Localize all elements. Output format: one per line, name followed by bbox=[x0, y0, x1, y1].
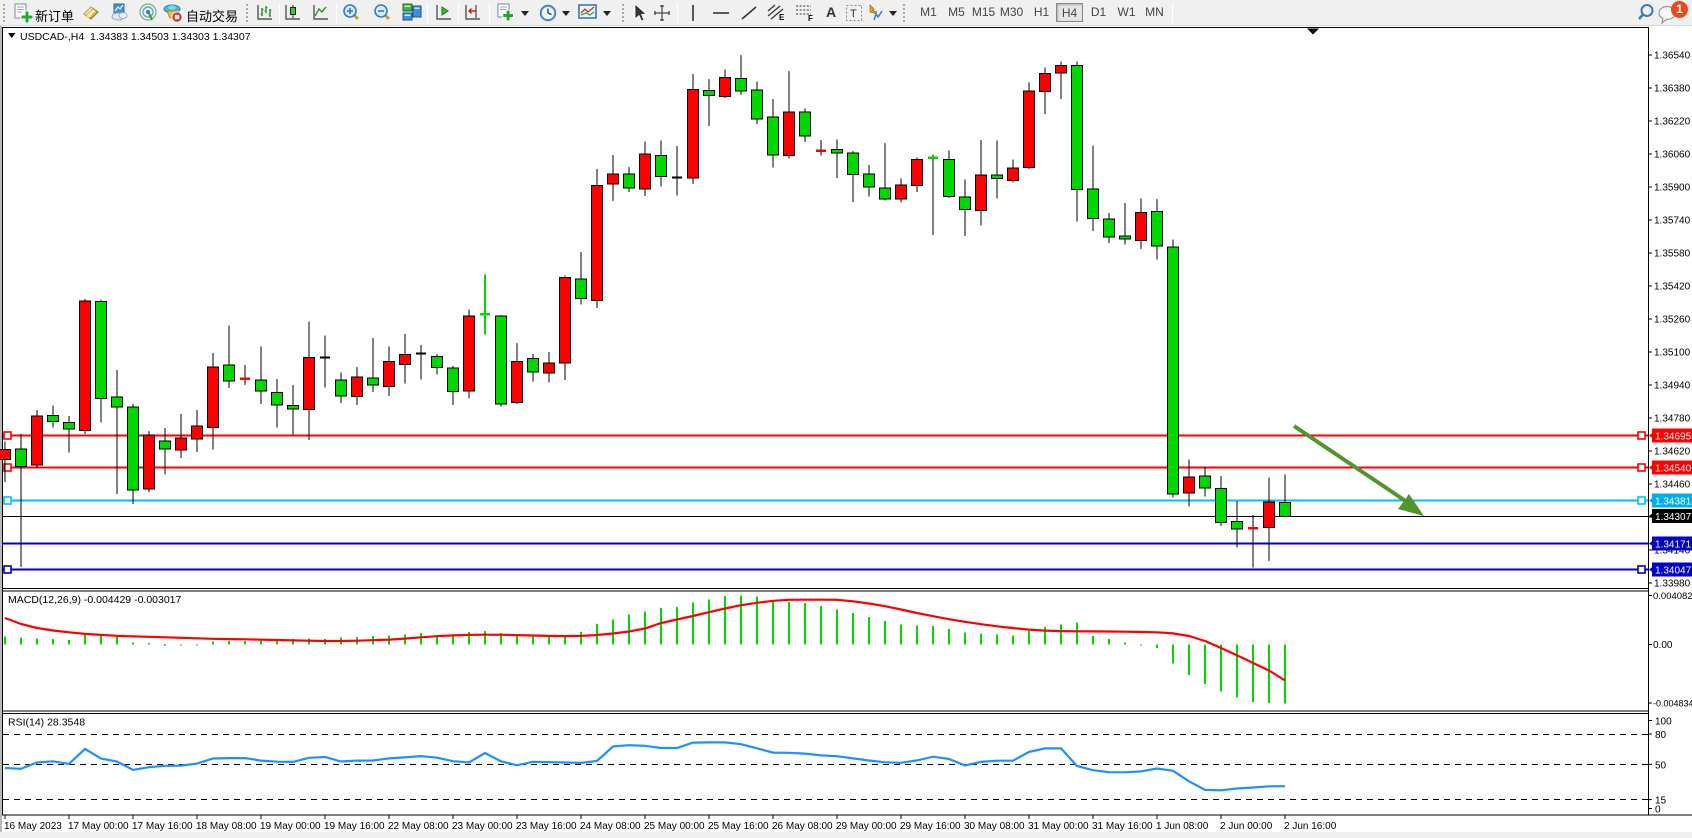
svg-text:1.35420: 1.35420 bbox=[1654, 282, 1691, 293]
svg-text:1.34940: 1.34940 bbox=[1654, 381, 1691, 392]
svg-text:25 May 00:00: 25 May 00:00 bbox=[644, 821, 705, 832]
svg-text:50: 50 bbox=[1655, 760, 1667, 771]
svg-text:0: 0 bbox=[1655, 805, 1661, 816]
svg-text:2 Jun 16:00: 2 Jun 16:00 bbox=[1284, 821, 1337, 832]
svg-text:1.34780: 1.34780 bbox=[1654, 414, 1691, 425]
svg-text:18 May 08:00: 18 May 08:00 bbox=[196, 821, 257, 832]
svg-text:29 May 16:00: 29 May 16:00 bbox=[900, 821, 961, 832]
svg-text:0.00: 0.00 bbox=[1653, 640, 1673, 651]
svg-text:1.34047: 1.34047 bbox=[1655, 566, 1692, 577]
svg-text:29 May 00:00: 29 May 00:00 bbox=[836, 821, 897, 832]
svg-text:30 May 08:00: 30 May 08:00 bbox=[964, 821, 1025, 832]
svg-text:MACD(12,26,9) -0.004429 -0.003: MACD(12,26,9) -0.004429 -0.003017 bbox=[8, 594, 182, 606]
svg-text:1.36380: 1.36380 bbox=[1654, 84, 1691, 95]
svg-text:E: E bbox=[779, 13, 785, 22]
svg-text:31 May 16:00: 31 May 16:00 bbox=[1092, 821, 1153, 832]
svg-text:1.34460: 1.34460 bbox=[1654, 480, 1691, 491]
svg-text:1.34171: 1.34171 bbox=[1655, 540, 1692, 551]
svg-text:1.34540: 1.34540 bbox=[1655, 464, 1692, 475]
svg-text:1.35900: 1.35900 bbox=[1654, 183, 1691, 194]
svg-text:23 May 16:00: 23 May 16:00 bbox=[516, 821, 577, 832]
svg-text:26 May 08:00: 26 May 08:00 bbox=[772, 821, 833, 832]
svg-text:19 May 16:00: 19 May 16:00 bbox=[324, 821, 385, 832]
svg-text:100: 100 bbox=[1655, 717, 1672, 728]
svg-text:16 May 2023: 16 May 2023 bbox=[4, 821, 62, 832]
svg-text:31 May 00:00: 31 May 00:00 bbox=[1028, 821, 1089, 832]
svg-text:1.36540: 1.36540 bbox=[1654, 51, 1691, 62]
svg-text:1.36220: 1.36220 bbox=[1654, 117, 1691, 128]
svg-text:17 May 00:00: 17 May 00:00 bbox=[68, 821, 129, 832]
svg-text:1.36060: 1.36060 bbox=[1654, 150, 1691, 161]
svg-text:1.35100: 1.35100 bbox=[1654, 348, 1691, 359]
svg-text:F: F bbox=[808, 14, 813, 23]
svg-text:1 Jun 08:00: 1 Jun 08:00 bbox=[1156, 821, 1209, 832]
svg-text:1.34381: 1.34381 bbox=[1655, 497, 1692, 508]
svg-text:19 May 00:00: 19 May 00:00 bbox=[260, 821, 321, 832]
svg-text:1.35740: 1.35740 bbox=[1654, 216, 1691, 227]
svg-text:1.35580: 1.35580 bbox=[1654, 249, 1691, 260]
svg-text:1.34620: 1.34620 bbox=[1654, 447, 1691, 458]
svg-text:17 May 16:00: 17 May 16:00 bbox=[132, 821, 193, 832]
svg-text:22 May 08:00: 22 May 08:00 bbox=[388, 821, 449, 832]
svg-text:23 May 00:00: 23 May 00:00 bbox=[452, 821, 513, 832]
svg-text:1.33980: 1.33980 bbox=[1654, 579, 1691, 590]
svg-text:USDCAD-,H4 1.34383 1.34503 1.: USDCAD-,H4 1.34383 1.34503 1.34303 1.343… bbox=[20, 31, 251, 43]
svg-text:15: 15 bbox=[1655, 796, 1667, 807]
svg-text:24 May 08:00: 24 May 08:00 bbox=[580, 821, 641, 832]
svg-text:T: T bbox=[850, 8, 857, 20]
svg-text:-0.004834: -0.004834 bbox=[1653, 699, 1692, 709]
svg-text:1.35260: 1.35260 bbox=[1654, 315, 1691, 326]
svg-text:25 May 16:00: 25 May 16:00 bbox=[708, 821, 769, 832]
svg-text:1.34307: 1.34307 bbox=[1655, 512, 1692, 523]
svg-text:2 Jun 00:00: 2 Jun 00:00 bbox=[1220, 821, 1273, 832]
svg-text:RSI(14) 28.3548: RSI(14) 28.3548 bbox=[8, 717, 85, 729]
svg-text:1.34695: 1.34695 bbox=[1655, 432, 1692, 443]
svg-text:1.34140: 1.34140 bbox=[1654, 546, 1691, 557]
svg-text:80: 80 bbox=[1655, 730, 1667, 741]
svg-text:0.004082: 0.004082 bbox=[1653, 591, 1692, 602]
